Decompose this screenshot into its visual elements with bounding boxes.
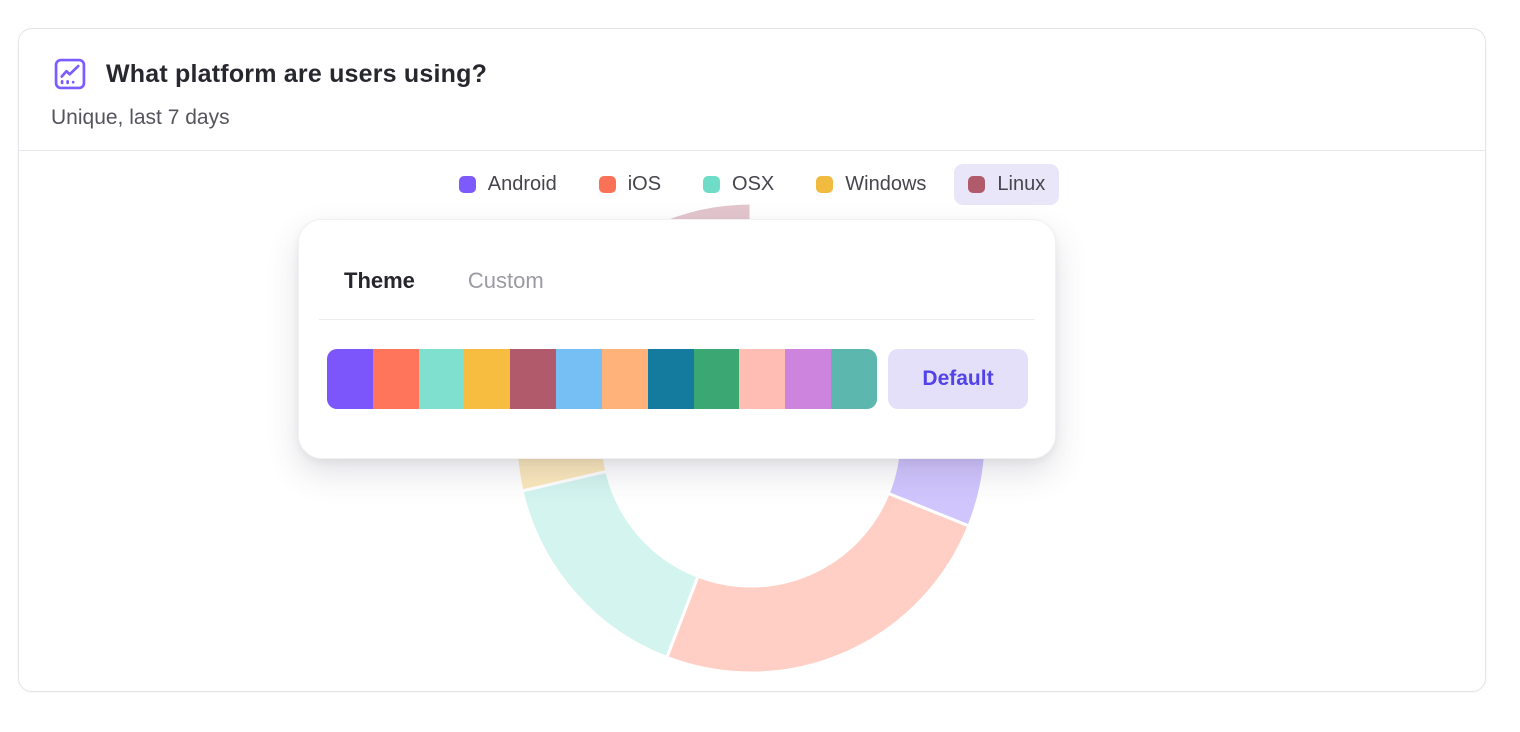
palette-swatch-6[interactable] [556, 349, 602, 409]
chart-legend: Android iOS OSX Windows Linux [19, 164, 1485, 205]
line-chart-icon [51, 55, 89, 93]
page-title: What platform are users using? [106, 59, 488, 88]
legend-label: Linux [997, 173, 1046, 195]
card-header: What platform are users using? Unique, l… [19, 29, 1485, 151]
tab-theme[interactable]: Theme [344, 268, 415, 293]
osx-color-swatch [703, 176, 721, 193]
palette-swatch-1[interactable] [327, 349, 373, 409]
palette-swatch-8[interactable] [647, 349, 694, 409]
palette-swatch-5[interactable] [510, 349, 557, 409]
default-theme-button[interactable]: Default [888, 349, 1028, 409]
legend-label: iOS [627, 173, 662, 195]
palette-swatch-11[interactable] [785, 349, 832, 409]
donut-slice-ios[interactable] [665, 491, 971, 675]
title-row: What platform are users using? [51, 55, 1453, 93]
card-subtitle: Unique, last 7 days [51, 106, 230, 129]
legend-label: Windows [845, 173, 927, 195]
palette-swatch-4[interactable] [464, 349, 511, 409]
ios-color-swatch [598, 176, 616, 193]
palette-swatch-10[interactable] [739, 349, 786, 409]
legend-item-osx[interactable]: OSX [689, 164, 788, 205]
windows-color-swatch [816, 176, 834, 193]
palette-swatch-9[interactable] [693, 349, 740, 409]
legend-item-linux[interactable]: Linux [954, 164, 1060, 205]
popover-divider [319, 319, 1035, 320]
android-color-swatch [458, 176, 476, 193]
color-theme-popover: Theme Custom Default [298, 219, 1056, 459]
legend-item-android[interactable]: Android [445, 164, 571, 205]
palette-swatch-2[interactable] [372, 349, 419, 409]
analytics-card: What platform are users using? Unique, l… [18, 28, 1486, 692]
donut-slice-osx[interactable] [520, 469, 700, 659]
legend-item-ios[interactable]: iOS [585, 164, 675, 205]
palette-swatch-3[interactable] [418, 349, 465, 409]
palette-swatch-7[interactable] [601, 349, 648, 409]
popover-tabs: Theme Custom [344, 268, 544, 294]
theme-palette-strip[interactable] [327, 349, 877, 409]
legend-label: OSX [732, 173, 775, 195]
linux-color-swatch [968, 176, 986, 193]
legend-label: Android [487, 173, 557, 195]
legend-item-windows[interactable]: Windows [802, 164, 940, 205]
palette-swatch-12[interactable] [831, 349, 877, 409]
tab-custom[interactable]: Custom [467, 268, 544, 293]
